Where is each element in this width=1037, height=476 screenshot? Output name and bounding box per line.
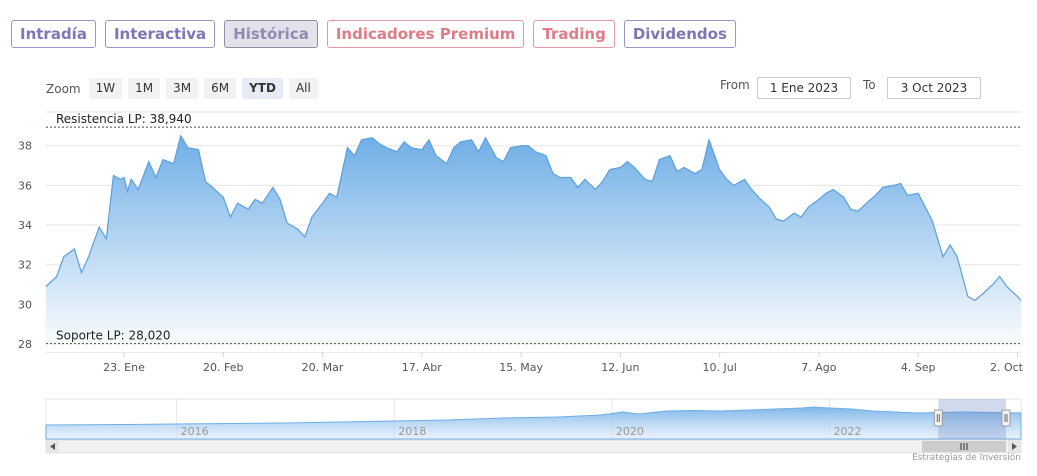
- navigator-selection[interactable]: [938, 399, 1006, 439]
- tab-hist-rica[interactable]: Histórica: [224, 20, 318, 48]
- price-line: [45, 134, 1022, 302]
- zoom-button-6m[interactable]: 6M: [204, 78, 237, 99]
- scrollbar-grip-icon: [960, 443, 968, 450]
- zoom-toolbar: Zoom 1W 1M 3M 6M YTD All: [46, 78, 318, 99]
- y-tick-label: 28: [18, 338, 32, 351]
- zoom-button-1w[interactable]: 1W: [88, 78, 123, 99]
- x-tick-label: 23. Ene: [103, 361, 145, 374]
- zoom-button-3m[interactable]: 3M: [166, 78, 199, 99]
- x-tick-label: 7. Ago: [801, 361, 836, 374]
- tab-indicadores-premium[interactable]: Indicadores Premium: [326, 20, 525, 48]
- y-tick-label: 38: [18, 140, 32, 153]
- x-tick-label: 4. Sep: [901, 361, 936, 374]
- navigator-right-handle[interactable]: [1001, 409, 1011, 427]
- navigator-year-labels: 2016 2018 2020 2022: [181, 425, 862, 438]
- x-tick-label: 2. Oct: [990, 361, 1024, 374]
- to-label: To: [863, 78, 876, 92]
- navigator-year-label: 2016: [181, 425, 209, 438]
- scroll-left-icon: [50, 443, 55, 450]
- y-tick-label: 32: [18, 259, 32, 272]
- from-label: From: [720, 78, 750, 92]
- navigator-area: [45, 406, 1022, 440]
- x-tick-label: 15. May: [499, 361, 543, 374]
- zoom-button-all[interactable]: All: [288, 78, 318, 99]
- navigator[interactable]: 2016 2018 2020 2022: [45, 398, 1022, 440]
- tab-interactiva[interactable]: Interactiva: [104, 20, 216, 48]
- level-lines: Resistencia LP: 38,940 Soporte LP: 28,020: [46, 112, 1021, 345]
- zoom-buttons: 1W 1M 3M 6M YTD All: [88, 78, 318, 99]
- x-tick-label: 20. Feb: [203, 361, 243, 374]
- navigator-year-label: 2018: [398, 425, 426, 438]
- y-tick-label: 36: [18, 179, 32, 192]
- zoom-label: Zoom: [46, 81, 81, 96]
- from-date-input[interactable]: 1 Ene 2023: [757, 77, 851, 99]
- x-axis-labels: 23. Ene 20. Feb 20. Mar 17. Abr 15. May 12. J…: [103, 352, 1024, 374]
- x-tick-label: 17. Abr: [402, 361, 442, 374]
- y-tick-label: 34: [18, 219, 32, 232]
- y-axis-labels: 28 30 32 34 36 38: [18, 140, 32, 351]
- tab-trading[interactable]: Trading: [533, 20, 615, 48]
- level-label: Soporte LP: 28,020: [56, 329, 171, 343]
- x-tick-label: 20. Mar: [302, 361, 344, 374]
- to-date-input[interactable]: 3 Oct 2023: [887, 77, 981, 99]
- credit-label: Estrategias de Inversión: [912, 453, 1021, 463]
- zoom-button-1m[interactable]: 1M: [128, 78, 161, 99]
- price-area: [46, 135, 1021, 352]
- navigator-left-handle[interactable]: [933, 409, 943, 427]
- tab-dividendos[interactable]: Dividendos: [623, 20, 736, 48]
- scroll-right-icon: [1012, 443, 1017, 450]
- scrollbar[interactable]: [45, 439, 1022, 454]
- chart-tabs: Intradía Interactiva Histórica Indicadores …: [11, 20, 736, 48]
- zoom-button-ytd[interactable]: YTD: [242, 78, 283, 99]
- tab-intrad-a[interactable]: Intradía: [11, 20, 96, 48]
- navigator-year-label: 2020: [616, 425, 644, 438]
- y-tick-label: 30: [18, 298, 32, 311]
- x-tick-label: 10. Jul: [703, 361, 737, 374]
- navigator-year-label: 2022: [833, 425, 861, 438]
- x-tick-label: 12. Jun: [601, 361, 639, 374]
- level-label: Resistencia LP: 38,940: [56, 112, 192, 126]
